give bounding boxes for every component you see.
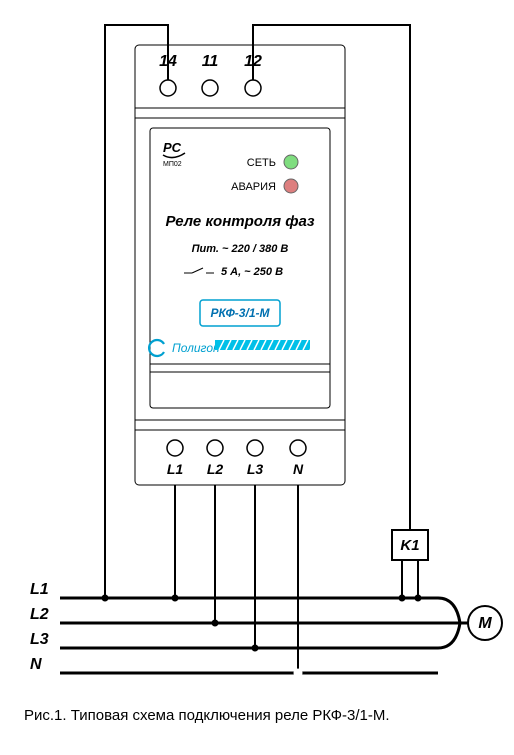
led-1 <box>284 179 298 193</box>
rail-label-L1: L1 <box>30 581 49 598</box>
k1-leg-junction-1 <box>415 595 422 602</box>
cert-sub: МП02 <box>163 161 182 168</box>
terminal-11 <box>202 80 218 96</box>
erase <box>294 669 303 678</box>
terminal-label-N: N <box>293 461 304 477</box>
rail-label-L3: L3 <box>30 631 49 648</box>
terminal-L2 <box>207 440 223 456</box>
terminal-label-L3: L3 <box>247 461 264 477</box>
terminal-L3 <box>247 440 263 456</box>
device-spec2: 5 А, ~ 250 В <box>221 266 283 278</box>
junction-L3 <box>252 645 259 652</box>
rail-label-N: N <box>30 656 42 673</box>
k1-leg-junction-0 <box>399 595 406 602</box>
brand-text: Полигон <box>172 341 220 355</box>
rail-label-L2: L2 <box>30 606 49 623</box>
terminal-L1 <box>167 440 183 456</box>
motor-label: M <box>478 615 492 632</box>
led-label-0: СЕТЬ <box>247 157 276 169</box>
k1-label: K1 <box>400 537 419 554</box>
terminal-label-L2: L2 <box>207 461 224 477</box>
device-spec1: Пит. ~ 220 / 380 В <box>192 243 289 255</box>
terminal-label-11: 11 <box>202 53 219 70</box>
cert-mark: PC <box>163 140 182 155</box>
junction-L2 <box>212 620 219 627</box>
device-title: Реле контроля фаз <box>165 213 314 230</box>
led-label-1: АВАРИЯ <box>231 181 276 193</box>
figure-caption: Рис.1. Типовая схема подключения реле РК… <box>24 707 390 724</box>
terminal-label-L1: L1 <box>167 461 184 477</box>
junction-L1 <box>172 595 179 602</box>
terminal-14 <box>160 80 176 96</box>
terminal-N <box>290 440 306 456</box>
terminal-12 <box>245 80 261 96</box>
model-label: РКФ-3/1-М <box>211 306 271 320</box>
led-0 <box>284 155 298 169</box>
junction-14-L1 <box>102 595 109 602</box>
